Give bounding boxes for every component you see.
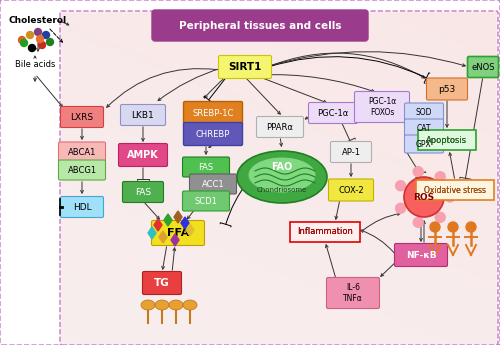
Text: eNOS: eNOS — [471, 62, 495, 71]
Circle shape — [404, 177, 444, 217]
Polygon shape — [164, 214, 172, 226]
Text: GPX: GPX — [416, 139, 432, 148]
Text: PGC-1α
FOXOs: PGC-1α FOXOs — [368, 97, 396, 117]
Text: PPARα: PPARα — [266, 122, 293, 131]
Circle shape — [413, 167, 423, 177]
Text: CAT: CAT — [417, 124, 431, 132]
Ellipse shape — [169, 300, 183, 310]
Circle shape — [396, 181, 406, 191]
FancyBboxPatch shape — [256, 117, 304, 138]
Ellipse shape — [141, 300, 155, 310]
Text: LXRS: LXRS — [70, 112, 94, 121]
Circle shape — [46, 39, 54, 46]
Text: IL-6
TNFα: IL-6 TNFα — [343, 283, 363, 303]
FancyBboxPatch shape — [330, 141, 372, 162]
Text: CHREBP: CHREBP — [196, 129, 230, 138]
Circle shape — [38, 41, 46, 49]
FancyBboxPatch shape — [184, 122, 242, 146]
Text: Cholesterol: Cholesterol — [9, 16, 67, 24]
Text: Inflammation: Inflammation — [297, 227, 353, 237]
Text: SREBP-1C: SREBP-1C — [192, 108, 234, 118]
FancyBboxPatch shape — [218, 56, 272, 79]
Text: Peripheral tissues and cells: Peripheral tissues and cells — [179, 21, 341, 31]
Text: ABCA1: ABCA1 — [68, 148, 96, 157]
FancyBboxPatch shape — [290, 222, 360, 242]
FancyBboxPatch shape — [152, 10, 368, 41]
Text: Apoptosis: Apoptosis — [426, 136, 468, 145]
Polygon shape — [148, 227, 156, 239]
Text: AP-1: AP-1 — [342, 148, 360, 157]
Text: p53: p53 — [438, 85, 456, 93]
Circle shape — [26, 31, 34, 39]
Text: Chondriosome: Chondriosome — [257, 187, 307, 193]
Circle shape — [413, 217, 423, 227]
Text: Inflammation: Inflammation — [297, 227, 353, 237]
Text: FAS: FAS — [135, 187, 151, 197]
FancyBboxPatch shape — [404, 119, 444, 137]
Circle shape — [435, 212, 445, 222]
Text: TG: TG — [154, 278, 170, 288]
FancyBboxPatch shape — [142, 272, 182, 295]
Circle shape — [28, 45, 35, 51]
Circle shape — [20, 39, 28, 47]
FancyBboxPatch shape — [418, 130, 476, 150]
Circle shape — [435, 172, 445, 182]
FancyBboxPatch shape — [182, 157, 230, 177]
Text: ABCG1: ABCG1 — [68, 166, 96, 175]
FancyBboxPatch shape — [468, 57, 498, 78]
Text: SIRT1: SIRT1 — [228, 62, 262, 72]
Ellipse shape — [183, 300, 197, 310]
Text: LKB1: LKB1 — [132, 110, 154, 119]
Circle shape — [396, 203, 406, 213]
FancyBboxPatch shape — [60, 11, 498, 345]
Text: ROS: ROS — [414, 193, 434, 201]
FancyBboxPatch shape — [60, 107, 104, 128]
Text: FAO: FAO — [272, 162, 292, 172]
Text: PGC-1α: PGC-1α — [318, 108, 348, 118]
Text: NF-κB: NF-κB — [406, 250, 436, 259]
FancyBboxPatch shape — [118, 144, 168, 167]
FancyBboxPatch shape — [354, 91, 410, 122]
Text: Bile acids: Bile acids — [15, 59, 55, 69]
Ellipse shape — [155, 300, 169, 310]
FancyBboxPatch shape — [394, 244, 448, 266]
FancyBboxPatch shape — [58, 142, 106, 162]
FancyBboxPatch shape — [404, 135, 444, 153]
Ellipse shape — [237, 151, 327, 203]
Text: FFA: FFA — [167, 228, 189, 238]
FancyBboxPatch shape — [182, 191, 230, 211]
Text: AMPK: AMPK — [127, 150, 159, 160]
FancyBboxPatch shape — [426, 78, 468, 100]
FancyBboxPatch shape — [190, 174, 236, 194]
Text: Oxidative stress: Oxidative stress — [424, 186, 486, 195]
FancyBboxPatch shape — [152, 220, 204, 246]
Text: FAS: FAS — [198, 162, 214, 171]
Circle shape — [448, 222, 458, 232]
Polygon shape — [174, 211, 182, 223]
Polygon shape — [154, 219, 162, 231]
Circle shape — [34, 29, 42, 36]
FancyBboxPatch shape — [326, 277, 380, 308]
FancyBboxPatch shape — [58, 160, 106, 180]
Text: SOD: SOD — [416, 108, 432, 117]
Text: HDL: HDL — [72, 203, 92, 211]
Text: COX-2: COX-2 — [338, 186, 364, 195]
FancyBboxPatch shape — [416, 180, 494, 200]
Circle shape — [42, 31, 50, 39]
FancyBboxPatch shape — [308, 102, 358, 124]
Text: Oxidative stress: Oxidative stress — [424, 186, 486, 195]
Text: Apoptosis: Apoptosis — [426, 136, 468, 145]
Text: SCD1: SCD1 — [194, 197, 218, 206]
Circle shape — [445, 192, 455, 202]
FancyBboxPatch shape — [404, 103, 444, 121]
Circle shape — [430, 222, 440, 232]
Circle shape — [18, 37, 26, 43]
Ellipse shape — [248, 157, 316, 193]
FancyBboxPatch shape — [328, 179, 374, 201]
FancyBboxPatch shape — [60, 197, 104, 217]
Circle shape — [36, 36, 44, 42]
Polygon shape — [171, 234, 179, 246]
Text: ACC1: ACC1 — [202, 179, 224, 188]
Polygon shape — [159, 231, 167, 243]
